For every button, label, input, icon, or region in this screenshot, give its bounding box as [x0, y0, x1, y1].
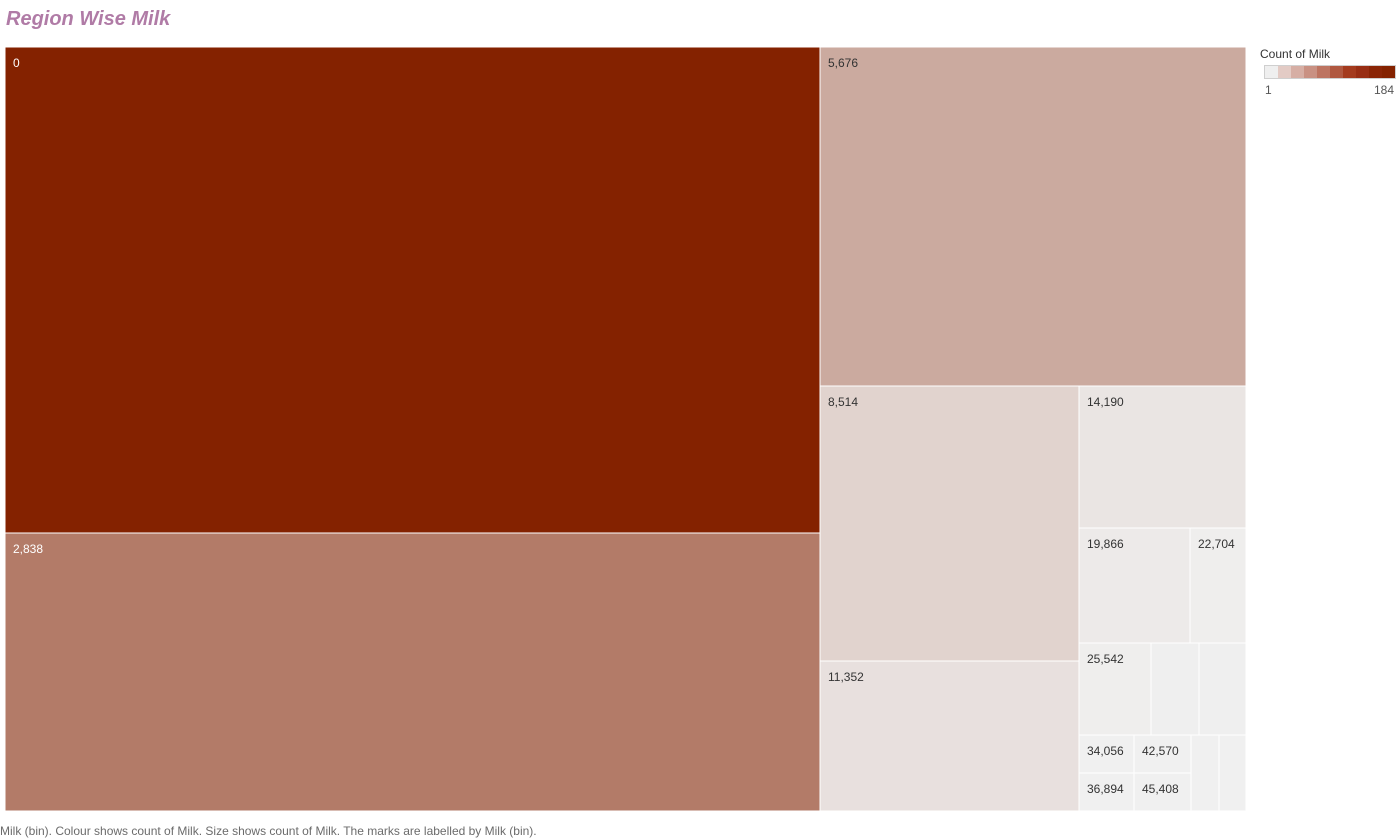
legend-min-label: 1 [1265, 83, 1272, 97]
legend-color-ramp [1264, 65, 1396, 79]
treemap-label: 5,676 [828, 56, 858, 70]
legend-swatch [1356, 66, 1369, 78]
treemap-label: 19,866 [1087, 537, 1124, 551]
legend-max-label: 184 [1373, 83, 1394, 97]
legend-swatch [1291, 66, 1304, 78]
treemap-label: 8,514 [828, 395, 858, 409]
treemap-cell[interactable]: 34,056 [1078, 734, 1135, 774]
treemap-rect[interactable] [4, 532, 821, 812]
treemap-cell[interactable]: 45,408 [1133, 772, 1192, 812]
treemap-label: 42,570 [1142, 744, 1179, 758]
treemap-label: 34,056 [1087, 744, 1124, 758]
treemap-label: 11,352 [828, 670, 864, 684]
treemap-rect[interactable] [1078, 772, 1135, 812]
treemap-cell[interactable]: 11,352 [819, 660, 1080, 812]
treemap-cell[interactable] [1218, 734, 1247, 812]
treemap-rect[interactable] [1078, 734, 1135, 774]
treemap-label: 2,838 [13, 542, 43, 556]
treemap-rect[interactable] [819, 385, 1080, 662]
legend-swatch [1382, 66, 1395, 78]
treemap-cell[interactable] [1198, 642, 1247, 736]
treemap-label: 36,894 [1087, 782, 1124, 796]
treemap-label: 0 [13, 56, 20, 70]
chart-caption: Milk (bin). Colour shows count of Milk. … [0, 824, 537, 838]
legend-swatch [1278, 66, 1291, 78]
legend-swatch [1265, 66, 1278, 78]
treemap-cell[interactable]: 0 [4, 46, 821, 534]
treemap-rect[interactable] [1133, 772, 1192, 812]
treemap-cell[interactable]: 19,866 [1078, 527, 1191, 644]
treemap-cell[interactable]: 2,838 [4, 532, 821, 812]
treemap-chart: 0 2,838 5,676 8,514 11,352 14,190 19,866 22,704… [4, 46, 1247, 812]
treemap-rect[interactable] [1150, 642, 1200, 736]
treemap-label: 45,408 [1142, 782, 1179, 796]
color-legend: Count of Milk 1 184 [1260, 47, 1400, 97]
treemap-cell[interactable]: 5,676 [819, 46, 1247, 387]
treemap-rect[interactable] [819, 46, 1247, 387]
treemap-cell[interactable]: 22,704 [1189, 527, 1247, 644]
treemap-cell[interactable]: 25,542 [1078, 642, 1152, 736]
legend-title: Count of Milk [1260, 47, 1331, 61]
treemap-label: 22,704 [1198, 537, 1235, 551]
treemap-cell[interactable]: 42,570 [1133, 734, 1192, 774]
treemap-cell[interactable] [1150, 642, 1200, 736]
treemap-cell[interactable] [1190, 734, 1220, 812]
treemap-cell[interactable]: 8,514 [819, 385, 1080, 662]
treemap-cell[interactable]: 14,190 [1078, 385, 1247, 529]
treemap-rect[interactable] [1198, 642, 1247, 736]
treemap-rect[interactable] [1133, 734, 1192, 774]
treemap-label: 25,542 [1087, 652, 1124, 666]
legend-swatch [1317, 66, 1330, 78]
legend-swatch [1304, 66, 1317, 78]
legend-swatch [1330, 66, 1343, 78]
treemap-rect[interactable] [4, 46, 821, 534]
legend-swatch [1343, 66, 1356, 78]
treemap-rect[interactable] [1190, 734, 1220, 812]
legend-swatch [1369, 66, 1382, 78]
treemap-rect[interactable] [1078, 642, 1152, 736]
treemap-rect[interactable] [1189, 527, 1247, 644]
chart-title: Region Wise Milk [6, 8, 171, 30]
treemap-rect[interactable] [1218, 734, 1247, 812]
treemap-cell[interactable]: 36,894 [1078, 772, 1135, 812]
treemap-label: 14,190 [1087, 395, 1124, 409]
